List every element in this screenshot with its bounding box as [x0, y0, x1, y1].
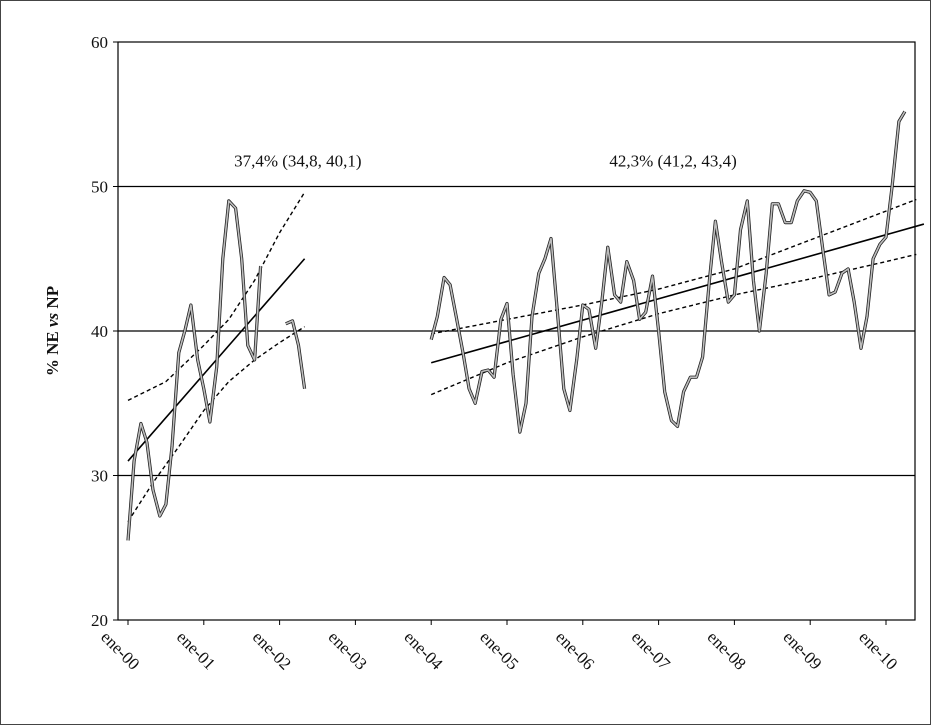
y-axis-ticks: 20 30 40 50 60	[91, 33, 118, 630]
y-axis-label-part-1: % NE	[43, 327, 62, 376]
observed-line-1	[127, 200, 262, 541]
y-tick-label-60: 60	[91, 33, 108, 52]
annotation-2: 42,3% (41,2, 43,4)	[609, 151, 736, 170]
confidence-interval-lines	[127, 191, 917, 523]
ci-lower-line-segment-1	[127, 326, 305, 523]
y-axis-label-part-2: vs	[43, 312, 62, 327]
y-axis-label-part-3: NP	[43, 286, 62, 313]
y-tick-label-30: 30	[91, 467, 108, 486]
observed-line-3	[430, 110, 906, 433]
y-tick-label-40: 40	[91, 322, 108, 341]
y-tick-label-50: 50	[91, 178, 108, 197]
y-tick-label-20: 20	[91, 611, 108, 630]
gridlines	[118, 185, 915, 477]
regression-line-segment-2	[430, 223, 925, 364]
y-axis-label: % NE vs NP	[43, 286, 62, 376]
observed-line-2	[285, 320, 306, 389]
annotations: 37,4% (34,8, 40,1) 42,3% (41,2, 43,4)	[234, 151, 737, 170]
ci-lower-line-segment-2	[430, 253, 917, 396]
annotation-1: 37,4% (34,8, 40,1)	[234, 151, 361, 170]
observed-series	[126, 110, 907, 541]
ci-upper-line-segment-2	[431, 198, 917, 335]
ci-upper-line-segment-1	[127, 191, 306, 402]
